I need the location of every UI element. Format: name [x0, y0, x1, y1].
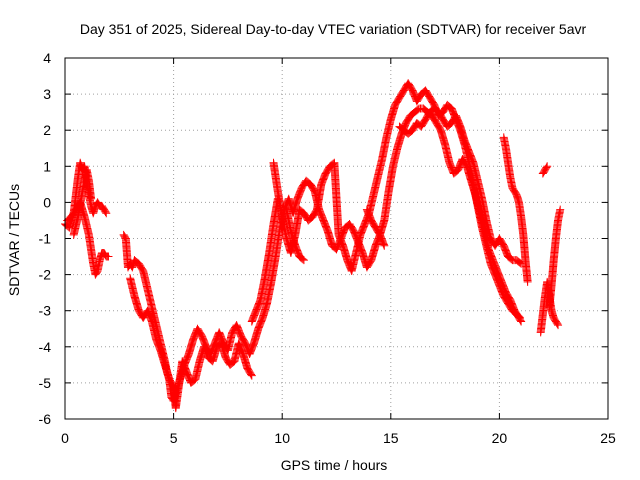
y-axis-label: SDTVAR / TECUs	[6, 184, 22, 296]
data-point	[514, 312, 523, 321]
series-track-a	[61, 104, 526, 405]
data-point	[517, 317, 526, 326]
data-point	[553, 319, 562, 328]
data-point	[516, 313, 525, 322]
y-tick-label: 3	[43, 86, 51, 102]
data-point	[247, 370, 256, 379]
series-track-b	[63, 79, 525, 413]
data-point	[102, 209, 111, 218]
data-point	[523, 277, 532, 286]
axis-tick-labels: 0 5 10 15 20 25 -6 -5 -4 -3 -2 -1 0 1 2 3 4	[39, 50, 616, 446]
data-point	[515, 313, 524, 322]
y-tick-label: 1	[43, 158, 51, 174]
data-points	[61, 79, 565, 413]
data-point	[247, 371, 256, 380]
y-tick-label: -6	[39, 411, 52, 427]
x-tick-label: 15	[383, 430, 399, 446]
y-tick-label: 4	[43, 50, 51, 66]
data-point	[104, 252, 113, 261]
x-axis-label: GPS time / hours	[281, 457, 388, 473]
x-tick-label: 10	[274, 430, 290, 446]
y-tick-label: -4	[39, 339, 52, 355]
data-point	[298, 255, 307, 264]
y-tick-label: -2	[39, 267, 52, 283]
x-tick-label: 20	[492, 430, 508, 446]
x-tick-label: 0	[61, 430, 69, 446]
data-point	[543, 162, 552, 171]
data-point	[554, 321, 563, 330]
data-point	[87, 194, 96, 203]
data-point	[453, 166, 462, 175]
y-tick-label: -3	[39, 303, 52, 319]
series-track-c	[69, 104, 565, 337]
data-point	[542, 163, 551, 172]
data-point	[556, 205, 565, 214]
data-point	[299, 256, 308, 265]
data-point	[380, 241, 389, 250]
axis-ticks	[64, 57, 609, 420]
data-point	[446, 103, 455, 112]
x-tick-label: 25	[600, 430, 616, 446]
y-tick-label: 0	[43, 194, 51, 210]
y-tick-label: -5	[39, 375, 52, 391]
y-tick-label: 2	[43, 122, 51, 138]
data-point	[101, 208, 110, 217]
chart-title: Day 351 of 2025, Sidereal Day-to-day VTE…	[80, 21, 587, 37]
x-tick-label: 5	[170, 430, 178, 446]
y-tick-label: -1	[39, 231, 52, 247]
